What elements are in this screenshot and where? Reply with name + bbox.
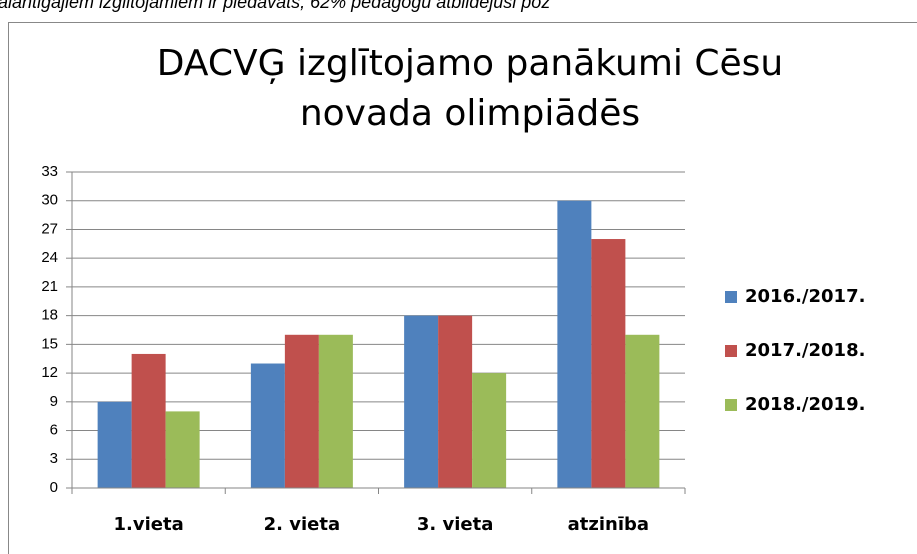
legend-swatch: [725, 345, 737, 357]
y-tick-label: 0: [50, 479, 58, 496]
bar: [250, 363, 285, 488]
x-tick-label: 1.vieta: [114, 514, 184, 535]
legend-swatch: [725, 291, 737, 303]
bar: [404, 315, 439, 488]
legend-label: 2018./2019.: [745, 394, 865, 415]
legend-label: 2017./2018.: [745, 340, 865, 361]
bar: [472, 373, 507, 488]
header-text: alantīgajiem izglītojamiem ir piedāvāts,…: [0, 0, 550, 12]
bar: [591, 239, 626, 488]
x-tick-label: 3. vieta: [417, 514, 494, 535]
y-tick-label: 27: [41, 220, 58, 237]
y-tick-label: 9: [50, 393, 58, 410]
bar: [318, 334, 353, 488]
legend-swatch: [725, 399, 737, 411]
bar: [557, 200, 592, 488]
x-tick-label: atzinība: [568, 514, 649, 535]
y-tick-label: 30: [41, 192, 58, 209]
x-tick-label: 2. vieta: [264, 514, 341, 535]
y-tick-label: 12: [41, 364, 58, 381]
bar: [131, 353, 166, 488]
y-tick-label: 3: [50, 450, 58, 467]
y-tick-label: 33: [41, 163, 58, 180]
bar: [284, 334, 319, 488]
bar: [97, 401, 132, 488]
legend-label: 2016./2017.: [745, 286, 865, 307]
y-tick-label: 24: [41, 249, 58, 266]
y-tick-label: 18: [41, 307, 58, 324]
y-tick-label: 6: [50, 422, 58, 439]
chart-title: DACVĢ izglītojamo panākumi Cēsu novada ol…: [157, 43, 783, 134]
bar: [165, 411, 200, 488]
bar: [438, 315, 473, 488]
bar: [625, 334, 660, 488]
y-tick-label: 21: [41, 278, 58, 295]
y-tick-label: 15: [41, 335, 58, 352]
